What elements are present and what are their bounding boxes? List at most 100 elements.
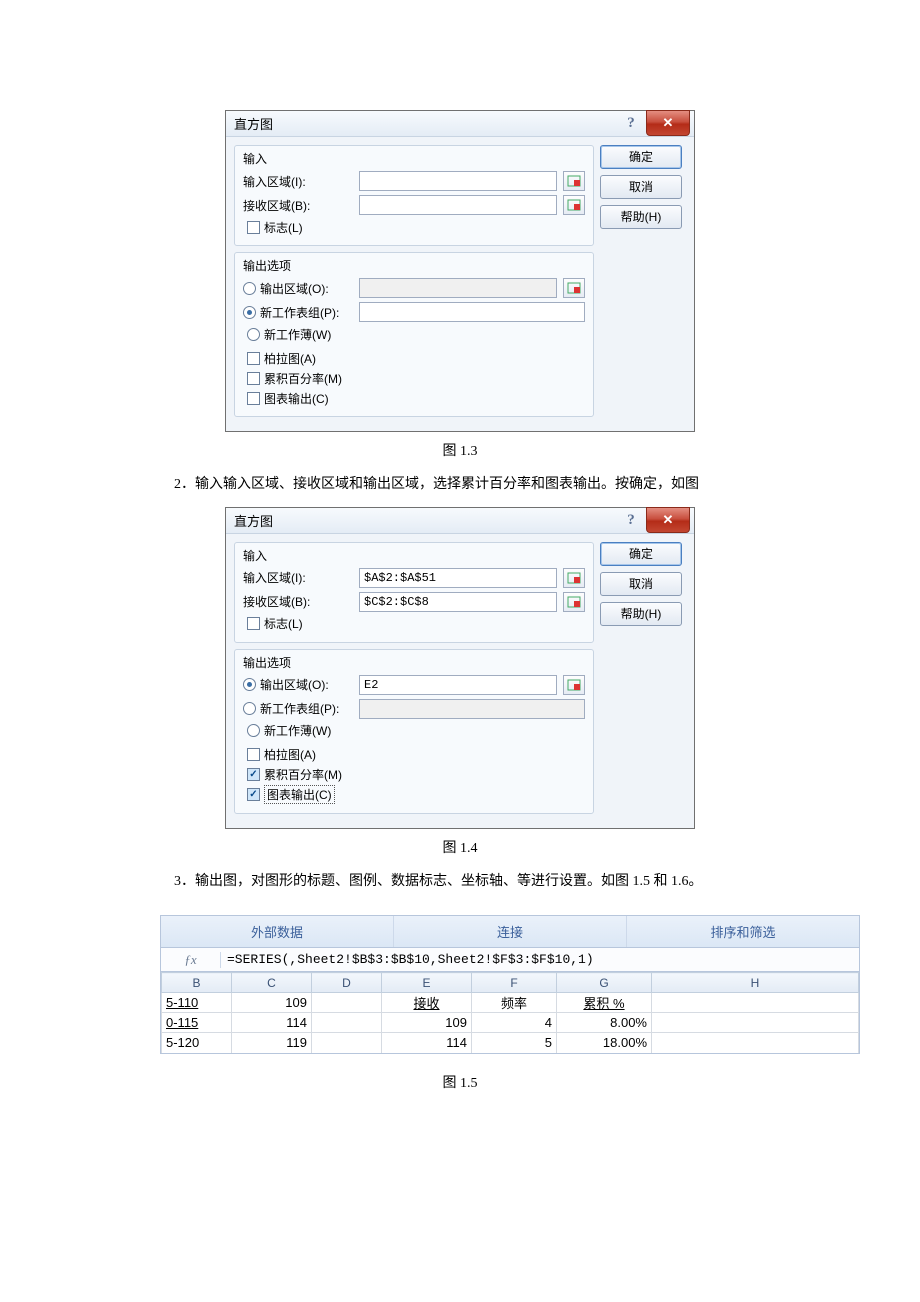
histogram-dialog-2: 直方图 ? ✕ 输入 输入区域(I): $A$2:$A$51 接收区域(B): — [225, 507, 695, 829]
ribbon-external-data[interactable]: 外部数据 — [161, 916, 394, 947]
output-range-label: 输出区域(O): — [260, 676, 329, 693]
help-button[interactable]: 帮助(H) — [600, 205, 682, 229]
spreadsheet-snippet: 外部数据 连接 排序和筛选 ƒx =SERIES(,Sheet2!$B$3:$B… — [160, 915, 860, 1054]
ok-button[interactable]: 确定 — [600, 145, 682, 169]
cell[interactable]: 5-110 — [162, 993, 232, 1013]
receive-range-label: 接收区域(B): — [243, 593, 353, 610]
cell[interactable]: 5 — [472, 1033, 557, 1053]
receive-range-label: 接收区域(B): — [243, 197, 353, 214]
flag-checkbox[interactable] — [247, 221, 260, 234]
receive-range-field[interactable]: $C$2:$C$8 — [359, 592, 557, 612]
output-range-field[interactable] — [359, 278, 557, 298]
cell[interactable] — [652, 993, 859, 1013]
range-picker-icon[interactable] — [563, 171, 585, 191]
sheet-grid[interactable]: B C D E F G H 5-110 109 接收 频率 累积 % 0-115… — [161, 972, 859, 1053]
new-book-label: 新工作薄(W) — [264, 326, 331, 343]
fx-icon[interactable]: ƒx — [161, 952, 221, 968]
cum-checkbox[interactable] — [247, 372, 260, 385]
output-range-radio[interactable] — [243, 282, 256, 295]
formula-text[interactable]: =SERIES(,Sheet2!$B$3:$B$10,Sheet2!$F$3:$… — [221, 952, 859, 967]
step-2-text: 2．输入输入区域、接收区域和输出区域，选择累计百分率和图表输出。按确定，如图 — [160, 472, 760, 499]
pareto-checkbox[interactable] — [247, 352, 260, 365]
cum-checkbox[interactable] — [247, 768, 260, 781]
figure-caption-1-4: 图 1.4 — [160, 837, 760, 857]
new-book-radio[interactable] — [247, 724, 260, 737]
ok-button[interactable]: 确定 — [600, 542, 682, 566]
figure-caption-1-5: 图 1.5 — [160, 1072, 760, 1092]
output-section-title: 输出选项 — [243, 654, 585, 671]
cell[interactable]: 5-120 — [162, 1033, 232, 1053]
close-button[interactable]: ✕ — [646, 507, 690, 533]
ribbon-connections[interactable]: 连接 — [394, 916, 627, 947]
cell[interactable]: 114 — [232, 1013, 312, 1033]
ribbon: 外部数据 连接 排序和筛选 — [161, 916, 859, 948]
cell[interactable]: 频率 — [472, 993, 557, 1013]
cell[interactable]: 109 — [382, 1013, 472, 1033]
range-picker-icon[interactable] — [563, 278, 585, 298]
histogram-dialog-1: 直方图 ? ✕ 输入 输入区域(I): 接收区域(B): — [225, 110, 695, 432]
cell[interactable]: 累积 % — [557, 993, 652, 1013]
cell[interactable] — [652, 1033, 859, 1053]
new-sheet-field[interactable] — [359, 302, 585, 322]
output-range-field[interactable]: E2 — [359, 675, 557, 695]
input-section-title: 输入 — [243, 547, 585, 564]
flag-checkbox[interactable] — [247, 617, 260, 630]
input-section-title: 输入 — [243, 150, 585, 167]
cell[interactable] — [312, 993, 382, 1013]
receive-range-field[interactable] — [359, 195, 557, 215]
help-button[interactable]: 帮助(H) — [600, 602, 682, 626]
cell[interactable]: 18.00% — [557, 1033, 652, 1053]
help-icon[interactable]: ? — [616, 111, 646, 136]
new-sheet-radio[interactable] — [243, 306, 256, 319]
cell[interactable]: 0-115 — [162, 1013, 232, 1033]
chart-checkbox[interactable] — [247, 788, 260, 801]
col-header[interactable]: F — [472, 973, 557, 993]
pareto-checkbox[interactable] — [247, 748, 260, 761]
new-sheet-label: 新工作表组(P): — [260, 700, 339, 717]
new-book-label: 新工作薄(W) — [264, 722, 331, 739]
cancel-button[interactable]: 取消 — [600, 175, 682, 199]
close-button[interactable]: ✕ — [646, 110, 690, 136]
cell[interactable]: 109 — [232, 993, 312, 1013]
flag-label: 标志(L) — [264, 615, 303, 632]
cell[interactable] — [312, 1033, 382, 1053]
output-range-radio[interactable] — [243, 678, 256, 691]
col-header[interactable]: C — [232, 973, 312, 993]
chart-label: 图表输出(C) — [264, 785, 335, 804]
titlebar: 直方图 ? ✕ — [226, 508, 694, 534]
help-icon[interactable]: ? — [616, 508, 646, 533]
table-row[interactable]: 5-110 109 接收 频率 累积 % — [162, 993, 859, 1013]
cancel-button[interactable]: 取消 — [600, 572, 682, 596]
new-sheet-radio[interactable] — [243, 702, 256, 715]
cell[interactable]: 接收 — [382, 993, 472, 1013]
cell[interactable] — [312, 1013, 382, 1033]
input-range-field[interactable]: $A$2:$A$51 — [359, 568, 557, 588]
ribbon-sort-filter[interactable]: 排序和筛选 — [627, 916, 859, 947]
col-header[interactable]: G — [557, 973, 652, 993]
cell[interactable]: 114 — [382, 1033, 472, 1053]
col-header[interactable]: D — [312, 973, 382, 993]
new-sheet-label: 新工作表组(P): — [260, 304, 339, 321]
cum-label: 累积百分率(M) — [264, 766, 342, 783]
col-header[interactable]: E — [382, 973, 472, 993]
range-picker-icon[interactable] — [563, 195, 585, 215]
figure-caption-1-3: 图 1.3 — [160, 440, 760, 460]
input-range-field[interactable] — [359, 171, 557, 191]
cell[interactable]: 8.00% — [557, 1013, 652, 1033]
col-header[interactable]: H — [652, 973, 859, 993]
cell[interactable]: 4 — [472, 1013, 557, 1033]
table-row[interactable]: 5-120 119 114 5 18.00% — [162, 1033, 859, 1053]
pareto-label: 柏拉图(A) — [264, 746, 316, 763]
cell[interactable]: 119 — [232, 1033, 312, 1053]
col-header[interactable]: B — [162, 973, 232, 993]
new-sheet-field[interactable] — [359, 699, 585, 719]
range-picker-icon[interactable] — [563, 592, 585, 612]
table-row[interactable]: 0-115 114 109 4 8.00% — [162, 1013, 859, 1033]
cell[interactable] — [652, 1013, 859, 1033]
range-picker-icon[interactable] — [563, 568, 585, 588]
step-3-text: 3．输出图，对图形的标题、图例、数据标志、坐标轴、等进行设置。如图 1.5 和 … — [160, 869, 760, 896]
pareto-label: 柏拉图(A) — [264, 350, 316, 367]
chart-checkbox[interactable] — [247, 392, 260, 405]
new-book-radio[interactable] — [247, 328, 260, 341]
range-picker-icon[interactable] — [563, 675, 585, 695]
